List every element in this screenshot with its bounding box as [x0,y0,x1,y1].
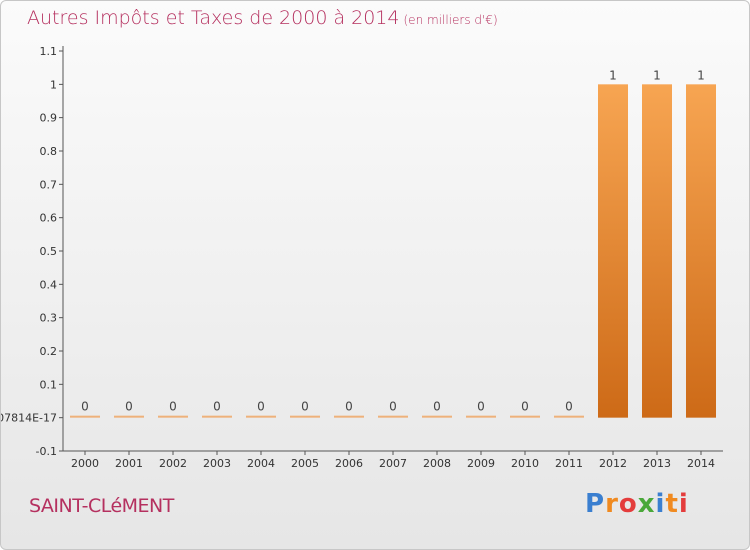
y-tick-label: 0.7 [40,178,58,191]
data-label: 1 [609,68,617,82]
bar [422,415,452,418]
proxiti-logo: Proxiti [585,489,689,519]
data-label: 1 [697,68,705,82]
x-tick-label: 2010 [511,457,539,470]
logo-letter: r [605,489,619,519]
data-label: 0 [565,400,573,414]
bar [378,415,408,418]
y-tick-label: 0.8 [40,145,58,158]
x-tick-label: 2014 [687,457,715,470]
y-tick-label: 0.2 [40,345,58,358]
x-tick-label: 2011 [555,457,583,470]
y-tick-label: 0.5 [40,245,58,258]
data-label: 0 [81,400,89,414]
data-label: 1 [653,68,661,82]
data-label: 0 [125,400,133,414]
y-tick-label: 1.1 [40,45,58,58]
x-tick-label: 2002 [159,457,187,470]
bar [70,415,100,418]
x-tick-label: 2004 [247,457,275,470]
x-tick-label: 2001 [115,457,143,470]
bar [642,84,672,418]
chart-title: Autres Impôts et Taxes de 2000 à 2014 (en… [27,7,498,29]
x-tick-label: 2012 [599,457,627,470]
y-tick-label: 0.3 [40,312,58,325]
data-label: 0 [345,400,353,414]
x-tick-label: 2007 [379,457,407,470]
bar [290,415,320,418]
logo-letter: x [637,489,656,519]
x-tick-label: 2013 [643,457,671,470]
bar [334,415,364,418]
data-label: 0 [169,400,177,414]
bar [202,415,232,418]
x-tick-label: 2009 [467,457,495,470]
data-label: 0 [213,400,221,414]
logo-letter: P [585,489,606,519]
x-tick-label: 2005 [291,457,319,470]
chart-subtitle: (en milliers d'€) [403,13,498,27]
x-tick-label: 2006 [335,457,363,470]
y-tick-label: 1.3877787807814E-17 [1,412,57,425]
logo-letter: o [618,489,638,519]
y-tick-label: 0.1 [40,378,58,391]
logo-letter: t [665,489,679,519]
chart-title-text: Autres Impôts et Taxes de 2000 à 2014 [27,7,400,29]
y-tick-label: 1 [50,78,57,91]
commune-name: SAINT-CLéMENT [29,495,174,517]
logo-letter: i [678,489,689,519]
data-label: 0 [389,400,397,414]
bar [686,84,716,418]
y-tick-label: 0.6 [40,212,58,225]
data-label: 0 [521,400,529,414]
bar [246,415,276,418]
data-label: 0 [433,400,441,414]
bar [466,415,496,418]
y-tick-label: -0.1 [36,445,57,458]
bar [510,415,540,418]
data-label: 0 [477,400,485,414]
x-tick-label: 2008 [423,457,451,470]
bar [158,415,188,418]
bar [114,415,144,418]
x-tick-label: 2000 [71,457,99,470]
logo-letter: i [655,489,666,519]
bar [554,415,584,418]
bar [598,84,628,418]
y-tick-label: 0.4 [40,278,58,291]
data-label: 0 [301,400,309,414]
y-tick-label: 0.9 [40,112,58,125]
x-tick-label: 2003 [203,457,231,470]
data-label: 0 [257,400,265,414]
